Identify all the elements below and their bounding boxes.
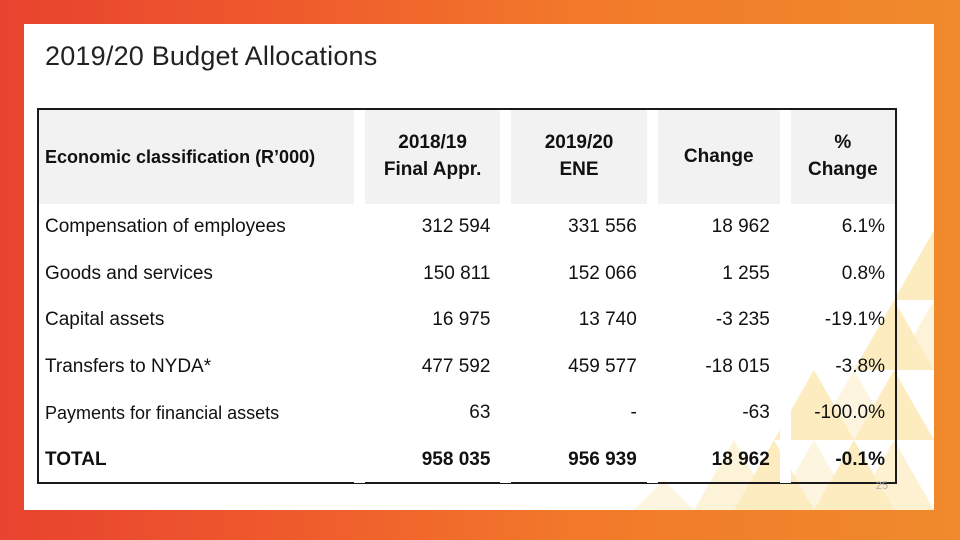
cell-final-appr: 63 [469,402,491,424]
cell-pct-change-total: -0.1% [835,448,885,470]
table-row: Goods and services 150 811 152 066 1 255… [39,250,895,297]
cell-final-appr: 150 811 [423,262,491,284]
column-gap [779,436,791,483]
cell-ene: 13 740 [578,309,637,331]
table-header-row: Economic classification (R’000) 2018/19 … [39,110,895,204]
column-gap [353,436,365,483]
column-gap [353,250,365,297]
column-gap [779,110,791,204]
column-gap [500,110,512,204]
cell-change: 1 255 [722,262,770,284]
column-gap [779,390,791,437]
cell-change: -18 015 [705,355,770,377]
column-gap [500,343,512,390]
header-ene: 2019/20 ENE [511,110,647,204]
column-gap [500,297,512,344]
column-gap [353,110,365,204]
column-gap [646,297,658,344]
row-label: Payments for financial assets [45,402,280,423]
column-gap [353,390,365,437]
cell-pct-change: 6.1% [841,216,885,238]
row-label-total: TOTAL [45,448,107,470]
header-final-appr-line1: 2018/19 [398,132,467,154]
cell-ene: 331 556 [568,216,637,238]
column-gap [646,250,658,297]
header-change: Change [657,110,780,204]
column-gap [646,110,658,204]
table-total-row: TOTAL 958 035 956 939 18 962 -0.1% [39,436,895,483]
slide: 2019/20 Budget Allocations Economic clas… [24,24,934,510]
row-label: Goods and services [45,262,213,284]
column-gap [353,204,365,251]
cell-final-appr: 16 975 [432,309,491,331]
cell-ene: - [630,402,637,424]
cell-change-total: 18 962 [711,448,770,470]
column-gap [779,343,791,390]
cell-pct-change: -100.0% [814,402,885,424]
column-gap [353,297,365,344]
cell-final-appr: 477 592 [421,355,491,377]
cell-final-appr-total: 958 035 [421,448,491,470]
header-ene-line1: 2019/20 [544,132,614,154]
cell-change: -63 [742,402,770,424]
slide-title: 2019/20 Budget Allocations [45,41,378,71]
cell-pct-change: -19.1% [824,309,885,331]
row-label: Transfers to NYDA* [45,355,212,377]
cell-ene: 459 577 [568,355,637,377]
column-gap [779,250,791,297]
cell-ene-total: 956 939 [568,448,637,470]
column-gap [779,297,791,344]
budget-table: Economic classification (R’000) 2018/19 … [37,108,897,484]
table-row: Payments for financial assets 63 - -63 -… [39,390,895,437]
column-gap [500,250,512,297]
row-label: Capital assets [45,309,165,331]
header-pct-line1: % [834,132,852,154]
cell-change: 18 962 [711,216,770,238]
cell-ene: 152 066 [568,262,637,284]
column-gap [500,204,512,251]
column-gap [646,343,658,390]
header-final-appr-line2: Final Appr. [383,159,482,180]
triangle-pattern-decoration [634,230,934,510]
table-row: Compensation of employees 312 594 331 55… [39,204,895,251]
header-final-appr: 2018/19 Final Appr. [364,110,501,204]
table-row: Capital assets 16 975 13 740 -3 235 -19.… [39,297,895,344]
header-ene-line2: ENE [559,159,599,180]
column-gap [779,204,791,251]
column-gap [646,390,658,437]
header-classification: Economic classification (R’000) [39,110,354,204]
table-row: Transfers to NYDA* 477 592 459 577 -18 0… [39,343,895,390]
column-gap [646,204,658,251]
column-gap [646,436,658,483]
header-pct-change: % Change [790,110,895,204]
column-gap [353,343,365,390]
cell-pct-change: -3.8% [835,355,885,377]
header-pct-line2: Change [807,159,878,180]
slide-page-number: 25 [875,480,888,492]
row-label: Compensation of employees [45,216,286,238]
column-gap [500,390,512,437]
cell-final-appr: 312 594 [421,216,491,238]
cell-change: -3 235 [715,309,770,331]
column-gap [500,436,512,483]
cell-pct-change: 0.8% [841,262,885,284]
